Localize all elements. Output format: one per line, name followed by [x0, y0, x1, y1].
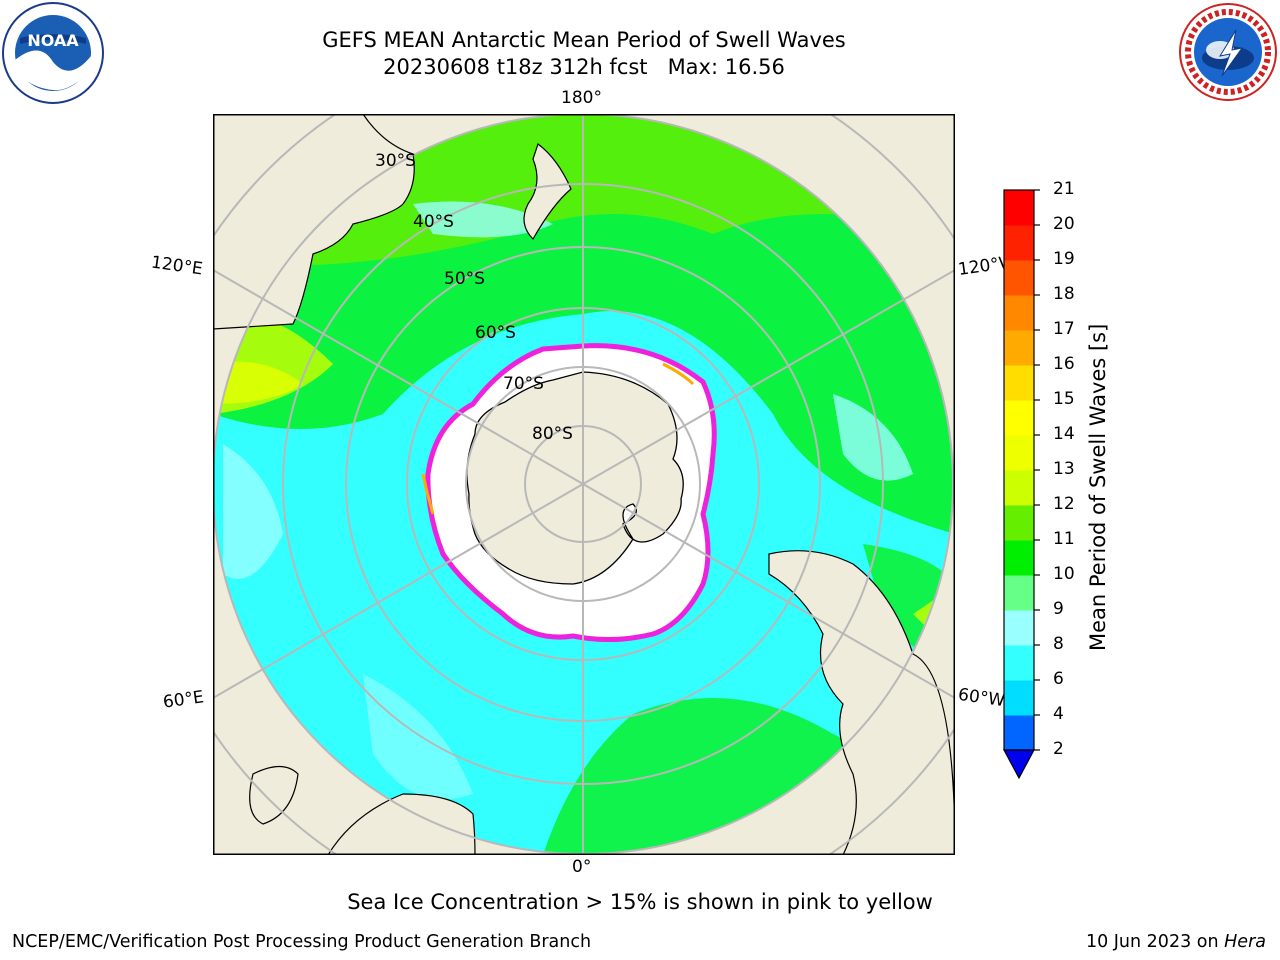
- longitude-gridlines: [213, 114, 955, 855]
- colorbar-segment: [1004, 505, 1034, 541]
- australia: [213, 114, 415, 330]
- colorbar-segment: [1004, 470, 1034, 506]
- colorbar-segment: [1004, 295, 1034, 331]
- sea-ice-caption: Sea Ice Concentration > 15% is shown in …: [347, 890, 933, 914]
- footer-machine: Hera: [1224, 932, 1266, 952]
- lat-label-30s: 30°S: [375, 151, 416, 171]
- south-america: [768, 550, 955, 855]
- colorbar-tick-label: 9: [1053, 599, 1064, 619]
- colorbar-tick-label: 14: [1053, 424, 1075, 444]
- colorbar-tick-label: 8: [1053, 634, 1064, 654]
- lon-label-0: 0°: [572, 857, 592, 877]
- colorbar-segment: [1004, 260, 1034, 296]
- footer-branch: NCEP/EMC/Verification Post Processing Pr…: [12, 932, 592, 952]
- colorbar-segment: [1004, 330, 1034, 366]
- colorbar-segment: [1004, 645, 1034, 681]
- chart-subtitle: 20230608 t18z 312h fcst Max: 16.56: [383, 55, 785, 79]
- colorbar: [1002, 189, 1040, 780]
- lon-label-60w: 60°W: [956, 684, 1007, 712]
- nws-logo: [1179, 3, 1277, 101]
- footer-date: 10 Jun 2023 on Hera: [1086, 932, 1266, 952]
- colorbar-extend-arrow: [1002, 749, 1036, 780]
- colorbar-tick-label: 19: [1053, 249, 1075, 269]
- lon-label-60e: 60°E: [161, 687, 206, 713]
- madagascar: [249, 765, 299, 825]
- colorbar-segment: [1004, 400, 1034, 436]
- lat-label-60s: 60°S: [475, 323, 516, 343]
- polar-map: [213, 114, 955, 855]
- colorbar-tick-label: 21: [1053, 179, 1075, 199]
- colorbar-tick-label: 11: [1053, 529, 1075, 549]
- colorbar-tick-label: 13: [1053, 459, 1075, 479]
- colorbar-tick-label: 2: [1053, 739, 1064, 759]
- colorbar-segment: [1004, 225, 1034, 261]
- colorbar-segment: [1004, 610, 1034, 646]
- africa: [327, 793, 476, 855]
- colorbar-tick-label: 4: [1053, 704, 1064, 724]
- colorbar-tick-label: 16: [1053, 354, 1075, 374]
- colorbar-title: Mean Period of Swell Waves [s]: [1086, 323, 1110, 651]
- colorbar-tick-label: 15: [1053, 389, 1075, 409]
- colorbar-tick-label: 20: [1053, 214, 1075, 234]
- lon-label-180: 180°: [561, 88, 602, 108]
- colorbar-tick-label: 12: [1053, 494, 1075, 514]
- colorbar-segment: [1004, 680, 1034, 716]
- noaa-logo-text: NOAA: [27, 31, 79, 50]
- colorbar-tick-label: 18: [1053, 284, 1075, 304]
- antarctica: [466, 371, 684, 585]
- lat-label-40s: 40°S: [413, 212, 454, 232]
- lat-label-50s: 50°S: [444, 269, 485, 289]
- colorbar-tick-label: 17: [1053, 319, 1075, 339]
- chart-title: GEFS MEAN Antarctic Mean Period of Swell…: [322, 28, 846, 52]
- footer-date-text: 10 Jun 2023 on: [1085, 932, 1225, 952]
- lon-label-120e: 120°E: [149, 252, 204, 280]
- colorbar-segment: [1004, 365, 1034, 401]
- colorbar-segment: [1004, 575, 1034, 611]
- colorbar-segment: [1004, 715, 1034, 751]
- colorbar-tick-label: 6: [1053, 669, 1064, 689]
- lat-label-80s: 80°S: [532, 424, 573, 444]
- noaa-logo: NOAA: [2, 2, 104, 104]
- colorbar-segment: [1004, 540, 1034, 576]
- colorbar-segment: [1004, 190, 1034, 226]
- colorbar-tick-label: 10: [1053, 564, 1075, 584]
- colorbar-segment: [1004, 435, 1034, 471]
- lat-label-70s: 70°S: [503, 374, 544, 394]
- map-frame: [213, 114, 955, 855]
